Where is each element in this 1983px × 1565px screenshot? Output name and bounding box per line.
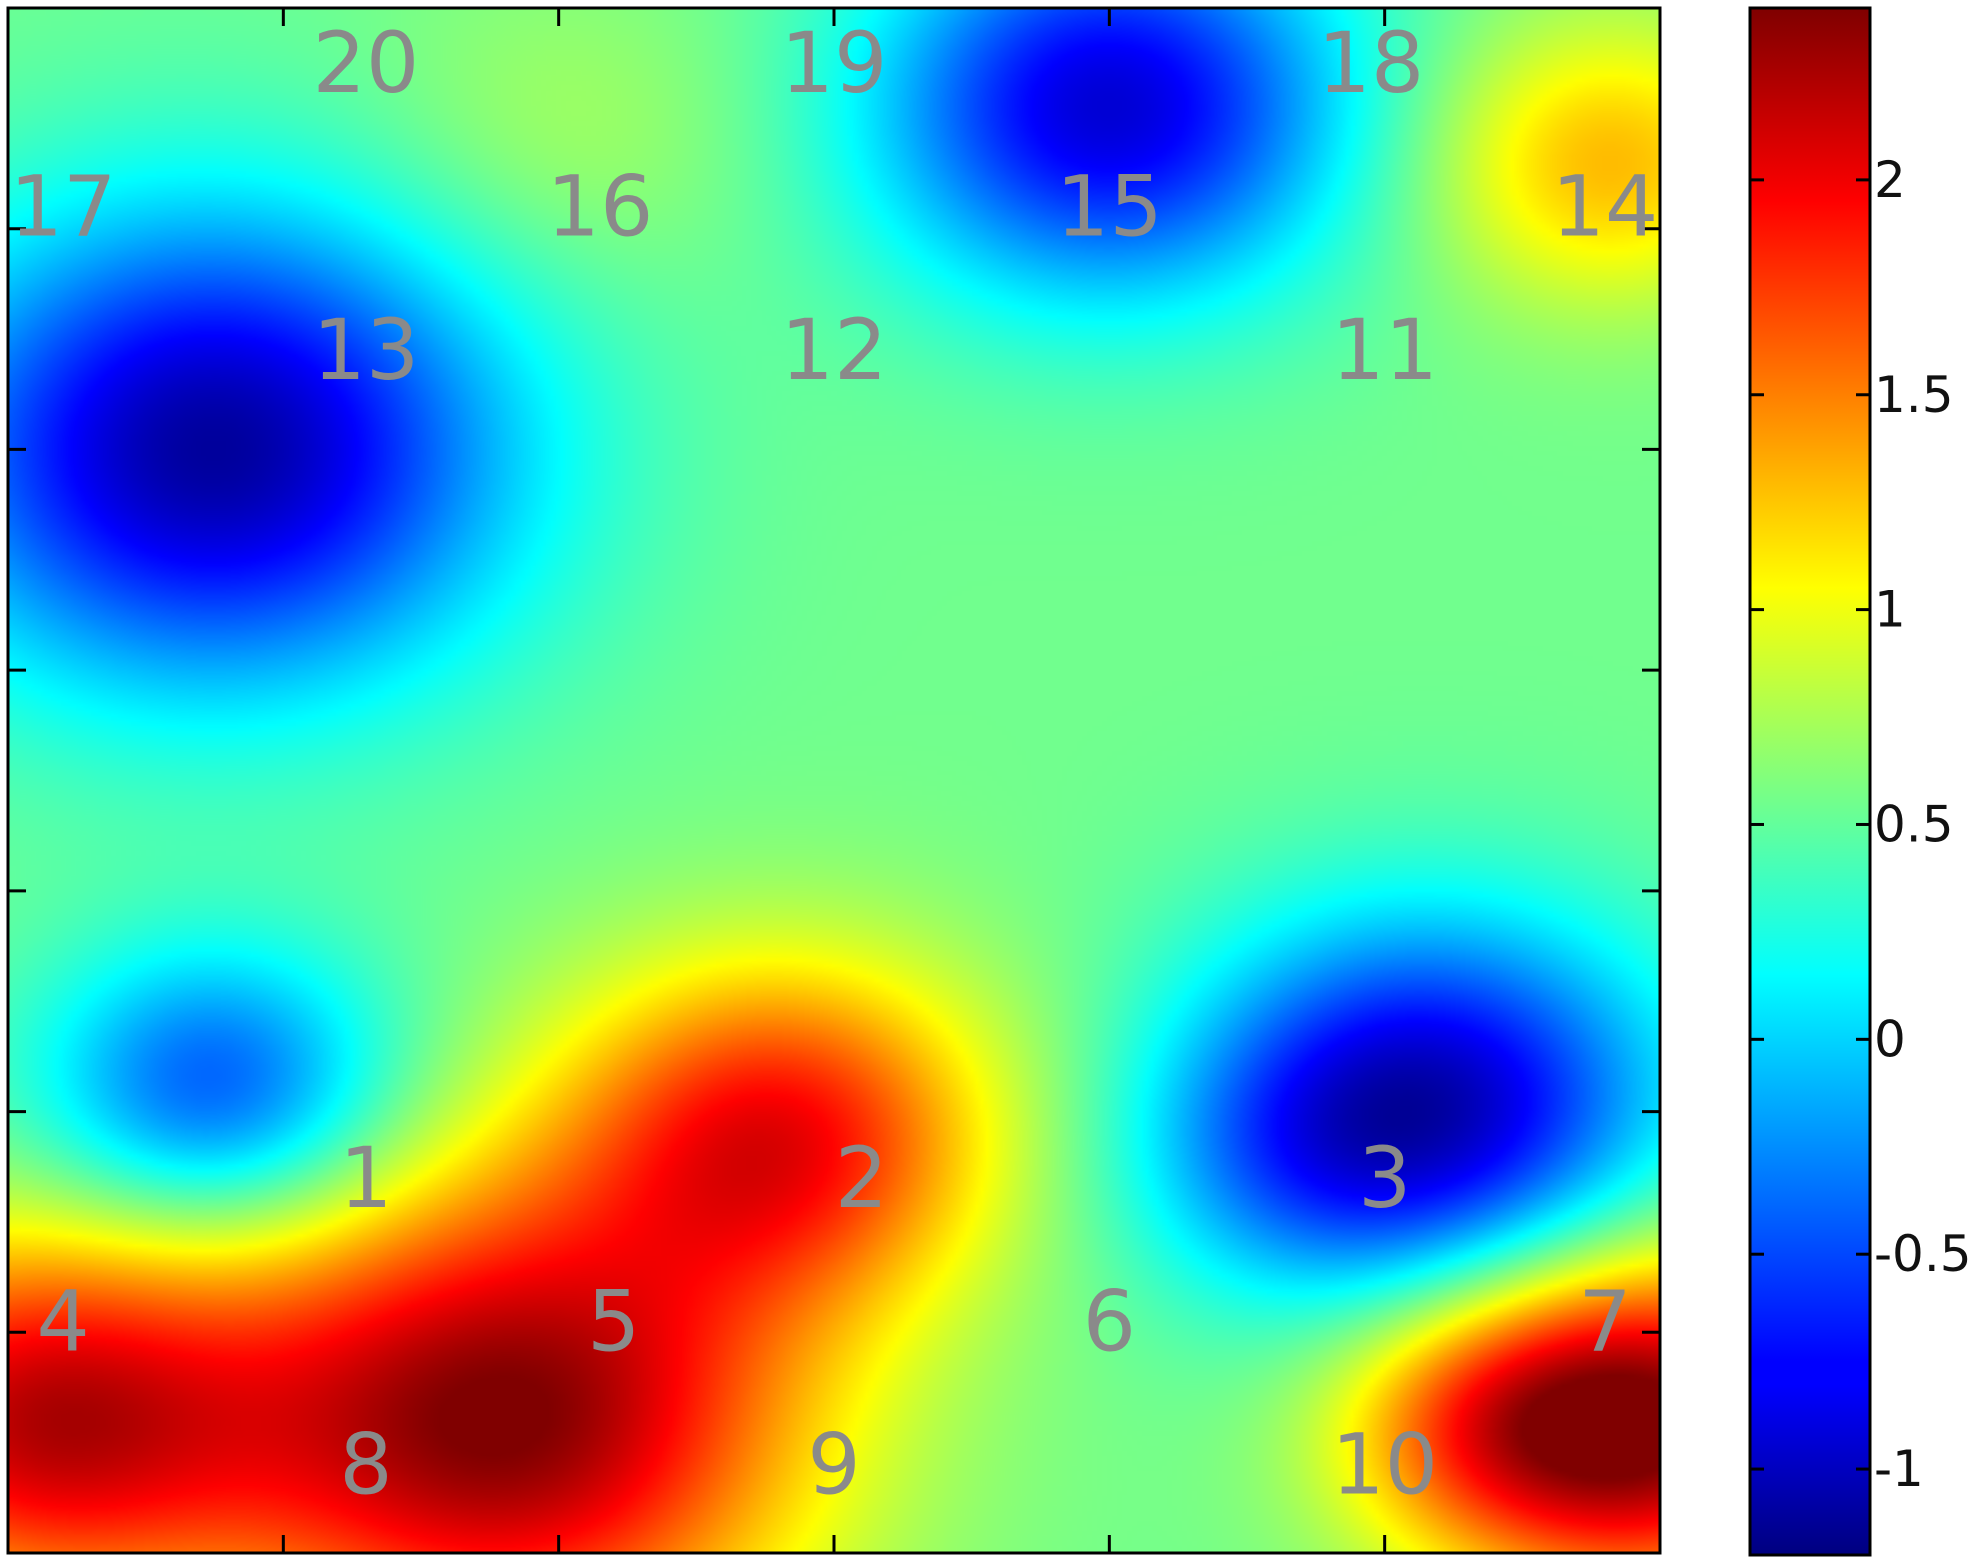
sensor-label-7: 7 [1578,1272,1631,1370]
heatmap-field [8,8,1660,1553]
colorbar-ticks: 2 1.5 1 0.5 0 -0.5 -1 [1750,151,1972,1498]
plot-ticks [8,8,1660,1553]
sensor-label-14: 14 [1551,158,1658,256]
colorbar-frame [1748,6,1872,1557]
sensor-label-2: 2 [835,1129,888,1227]
sensor-label-11: 11 [1331,301,1438,399]
colorbar: 2 1.5 1 0.5 0 -0.5 -1 [1748,6,1972,1557]
colorbar-tick-label: 1.5 [1874,366,1954,424]
sensor-label-19: 19 [781,14,888,112]
sensor-label-13: 13 [312,301,419,399]
sensor-label-9: 9 [807,1416,860,1514]
colorbar-tick-label: 1 [1874,581,1906,639]
colorbar-tick-label: -0.5 [1874,1225,1972,1283]
sensor-label-17: 17 [10,158,117,256]
colorbar-tick-label: 0.5 [1874,795,1954,853]
colorbar-tick-label: 2 [1874,151,1906,209]
sensor-label-18: 18 [1317,14,1424,112]
sensor-label-20: 20 [312,14,419,112]
sensor-label-4: 4 [36,1272,89,1370]
sensor-label-8: 8 [339,1416,392,1514]
colorbar-gradient [1750,8,1870,1555]
sensor-label-12: 12 [781,301,888,399]
colorbar-tick-label: 0 [1874,1010,1906,1068]
sensor-label-15: 15 [1056,158,1163,256]
sensor-label-3: 3 [1358,1129,1411,1227]
sensor-label-6: 6 [1083,1272,1136,1370]
sensor-label-10: 10 [1331,1416,1438,1514]
colorbar-tick-label: -1 [1874,1440,1924,1498]
sensor-label-5: 5 [587,1272,640,1370]
sensor-label-16: 16 [547,158,654,256]
sensor-label-1: 1 [339,1129,392,1227]
